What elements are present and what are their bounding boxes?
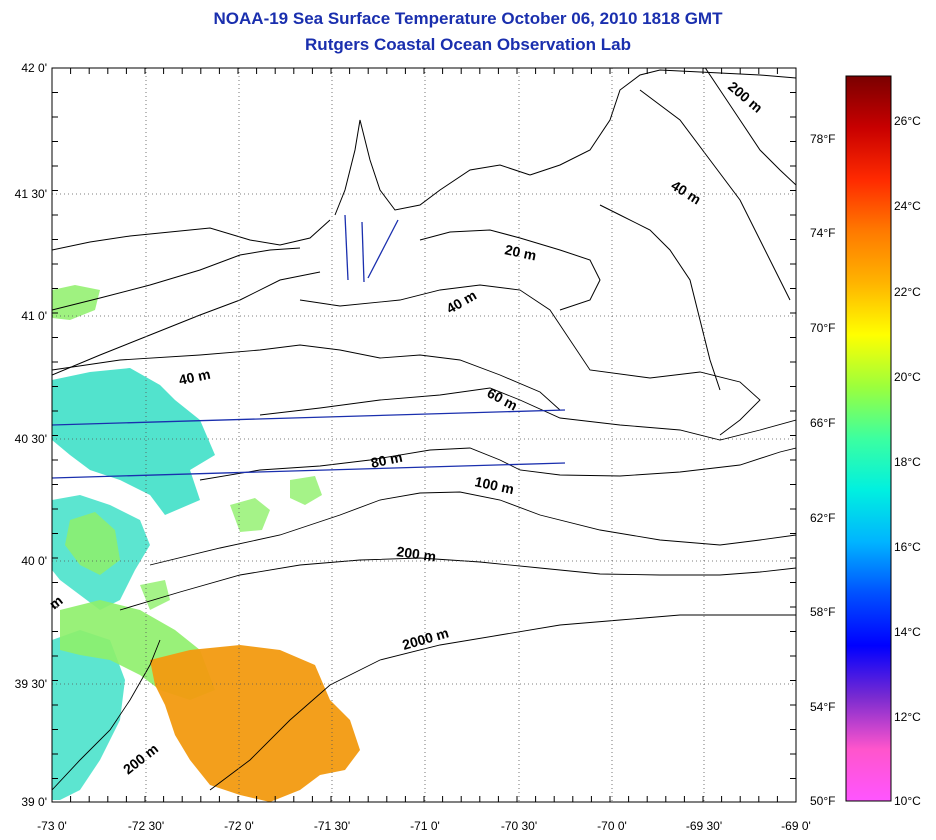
celsius-label-3: 20°C xyxy=(894,370,921,384)
coastline-layer xyxy=(52,68,796,391)
contour-40m-outer xyxy=(299,284,761,436)
sst-scatter-3 xyxy=(140,580,170,610)
lat-label-5: 39 30' xyxy=(15,677,47,691)
sst-scatter-2 xyxy=(290,476,322,505)
transect-bay-3 xyxy=(367,219,399,279)
coast-cape-cod xyxy=(529,69,796,176)
contour-200m-main xyxy=(119,557,796,611)
sst-cool-patch-south xyxy=(52,630,125,800)
sst-warm-patch xyxy=(150,645,360,802)
lon-label-2: -72 0' xyxy=(224,819,254,833)
celsius-label-5: 16°C xyxy=(894,540,921,554)
coast-long-island-south xyxy=(52,271,321,376)
contour-label-200m-mid: 200 m xyxy=(396,543,438,564)
fahrenheit-label-4: 62°F xyxy=(810,511,835,525)
fahrenheit-label-7: 50°F xyxy=(810,794,835,808)
fahrenheit-label-0: 78°F xyxy=(810,132,835,146)
sst-scatter-1 xyxy=(230,498,270,532)
colorbar: 26°C 24°C 22°C 20°C 18°C 16°C 14°C 12°C 10°C 78°… xyxy=(810,75,921,808)
contour-2000m xyxy=(209,614,796,791)
celsius-label-0: 26°C xyxy=(894,114,921,128)
celsius-label-4: 18°C xyxy=(894,455,921,469)
fahrenheit-label-3: 66°F xyxy=(810,416,835,430)
celsius-label-6: 14°C xyxy=(894,625,921,639)
celsius-label-7: 12°C xyxy=(894,710,921,724)
transect-north xyxy=(52,409,566,426)
colorbar-ramp xyxy=(845,75,892,802)
map-title: NOAA-19 Sea Surface Temperature October … xyxy=(213,9,723,28)
lon-label-5: -70 30' xyxy=(501,819,537,833)
lat-label-6: 39 0' xyxy=(21,795,47,809)
sst-mild-patch-nw xyxy=(52,285,100,320)
contour-100m xyxy=(149,491,796,566)
lat-label-4: 40 0' xyxy=(21,554,47,568)
celsius-label-2: 22°C xyxy=(894,285,921,299)
lat-label-0: 42 0' xyxy=(21,61,47,75)
lon-label-7: -69 30' xyxy=(686,819,722,833)
sst-mild-patch-mid xyxy=(65,512,120,575)
contour-200m-sw xyxy=(52,639,161,791)
map-subtitle: Rutgers Coastal Ocean Observation Lab xyxy=(305,35,631,54)
minor-ticks xyxy=(51,67,796,802)
lon-label-0: -73 0' xyxy=(37,819,67,833)
lon-label-4: -71 0' xyxy=(410,819,440,833)
fahrenheit-label-6: 54°F xyxy=(810,700,835,714)
coast-long-island-north xyxy=(52,247,301,311)
longitude-labels: -73 0' -72 30' -72 0' -71 30' -71 0' -70 30' -… xyxy=(37,819,811,833)
transect-bay-1 xyxy=(344,214,349,281)
fahrenheit-label-5: 58°F xyxy=(810,605,835,619)
coast-gb xyxy=(639,89,791,301)
grid-layer xyxy=(52,68,796,802)
transect-south xyxy=(52,462,566,479)
lon-label-8: -69 0' xyxy=(781,819,811,833)
latitude-labels: 42 0' 41 30' 41 0' 40 30' 40 0' 39 30' 39 0' xyxy=(15,61,47,809)
contour-label-80m: 80 m xyxy=(369,449,404,471)
lat-label-1: 41 30' xyxy=(15,187,47,201)
lat-label-3: 40 30' xyxy=(15,432,47,446)
contour-60m xyxy=(259,387,796,441)
transect-layer xyxy=(52,214,566,479)
lon-label-1: -72 30' xyxy=(128,819,164,833)
contour-label-40m-west: 40 m xyxy=(177,366,212,388)
colorbar-celsius-labels: 26°C 24°C 22°C 20°C 18°C 16°C 14°C 12°C 10°C xyxy=(894,114,921,808)
contour-label-20m: 20 m xyxy=(503,241,538,263)
coast-islands xyxy=(419,229,601,311)
bathymetry-layer xyxy=(52,284,796,791)
fahrenheit-label-1: 74°F xyxy=(810,226,835,240)
coast-ct-shore xyxy=(52,219,331,251)
lat-label-2: 41 0' xyxy=(21,309,47,323)
lon-label-3: -71 30' xyxy=(314,819,350,833)
lon-label-6: -70 0' xyxy=(597,819,627,833)
coast-nantucket xyxy=(599,204,721,391)
coast-narragansett xyxy=(334,119,531,216)
shelf-edge-ne xyxy=(704,68,796,186)
celsius-label-8: 10°C xyxy=(894,794,921,808)
fahrenheit-label-2: 70°F xyxy=(810,321,835,335)
transect-bay-2 xyxy=(361,221,365,283)
colorbar-fahrenheit-labels: 78°F 74°F 70°F 66°F 62°F 58°F 54°F 50°F xyxy=(810,132,835,808)
contour-40m-inner xyxy=(52,344,561,411)
sst-cool-patch-north xyxy=(52,368,215,515)
celsius-label-1: 24°C xyxy=(894,199,921,213)
sst-data-layer xyxy=(52,285,360,802)
